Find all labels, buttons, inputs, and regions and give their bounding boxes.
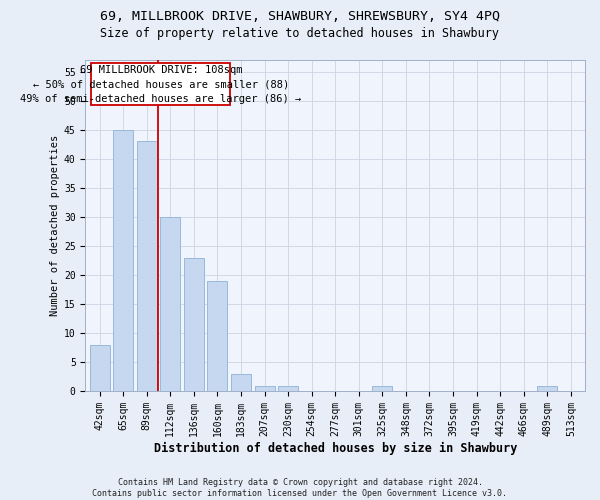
Y-axis label: Number of detached properties: Number of detached properties	[50, 135, 60, 316]
Bar	[537, 386, 557, 392]
Text: Contains HM Land Registry data © Crown copyright and database right 2024.
Contai: Contains HM Land Registry data © Crown c…	[92, 478, 508, 498]
Bar	[278, 386, 298, 392]
Bar	[184, 258, 204, 392]
X-axis label: Distribution of detached houses by size in Shawbury: Distribution of detached houses by size …	[154, 442, 517, 455]
Text: 69, MILLBROOK DRIVE, SHAWBURY, SHREWSBURY, SY4 4PQ: 69, MILLBROOK DRIVE, SHAWBURY, SHREWSBUR…	[100, 10, 500, 23]
Text: Size of property relative to detached houses in Shawbury: Size of property relative to detached ho…	[101, 28, 499, 40]
FancyBboxPatch shape	[91, 63, 230, 106]
Bar	[373, 386, 392, 392]
Bar	[208, 281, 227, 392]
Bar	[231, 374, 251, 392]
Bar	[254, 386, 275, 392]
Text: 69 MILLBROOK DRIVE: 108sqm
← 50% of detached houses are smaller (88)
49% of semi: 69 MILLBROOK DRIVE: 108sqm ← 50% of deta…	[20, 64, 301, 104]
Bar	[113, 130, 133, 392]
Bar	[160, 217, 180, 392]
Bar	[89, 345, 110, 392]
Bar	[137, 142, 157, 392]
